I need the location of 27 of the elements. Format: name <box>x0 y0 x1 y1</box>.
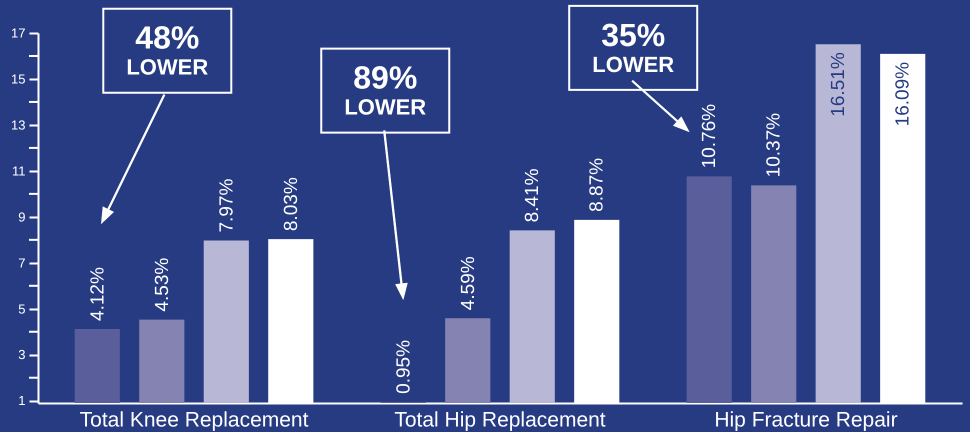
data-label: 4.53% <box>152 258 173 312</box>
data-label: 10.37% <box>764 112 785 178</box>
y-tick-label: 15 <box>11 71 26 86</box>
data-label: 16.09% <box>892 62 914 126</box>
y-tick-label: 7 <box>18 255 26 270</box>
data-label: 16.51% <box>828 52 850 117</box>
y-tick-label: 5 <box>18 301 26 316</box>
annotation: 48% LOWER <box>126 20 208 80</box>
x-tick-label: Hip Fracture Repair <box>714 408 898 432</box>
data-label: 0.95% <box>393 340 414 394</box>
y-tick-label: 13 <box>11 117 26 132</box>
y-tick-label: 17 <box>11 26 26 40</box>
data-label: 4.12% <box>87 267 108 321</box>
data-label: 10.76% <box>699 104 720 168</box>
y-tick-label: 11 <box>12 163 26 178</box>
annotation: 89% LOWER <box>344 60 426 120</box>
x-tick-label: Total Knee Replacement <box>80 408 309 432</box>
y-tick-label: 1 <box>18 393 26 408</box>
data-label: 8.87% <box>586 158 608 212</box>
data-label: 7.97% <box>216 178 238 233</box>
x-tick-label: Total Hip Replacement <box>394 408 606 432</box>
data-label: 8.41% <box>522 168 544 222</box>
y-tick-label: 3 <box>18 347 26 362</box>
annotation: 35% LOWER <box>592 16 674 77</box>
data-label: 8.03% <box>280 177 302 232</box>
data-label: 4.59% <box>458 256 479 310</box>
y-tick-label: 9 <box>18 209 26 224</box>
